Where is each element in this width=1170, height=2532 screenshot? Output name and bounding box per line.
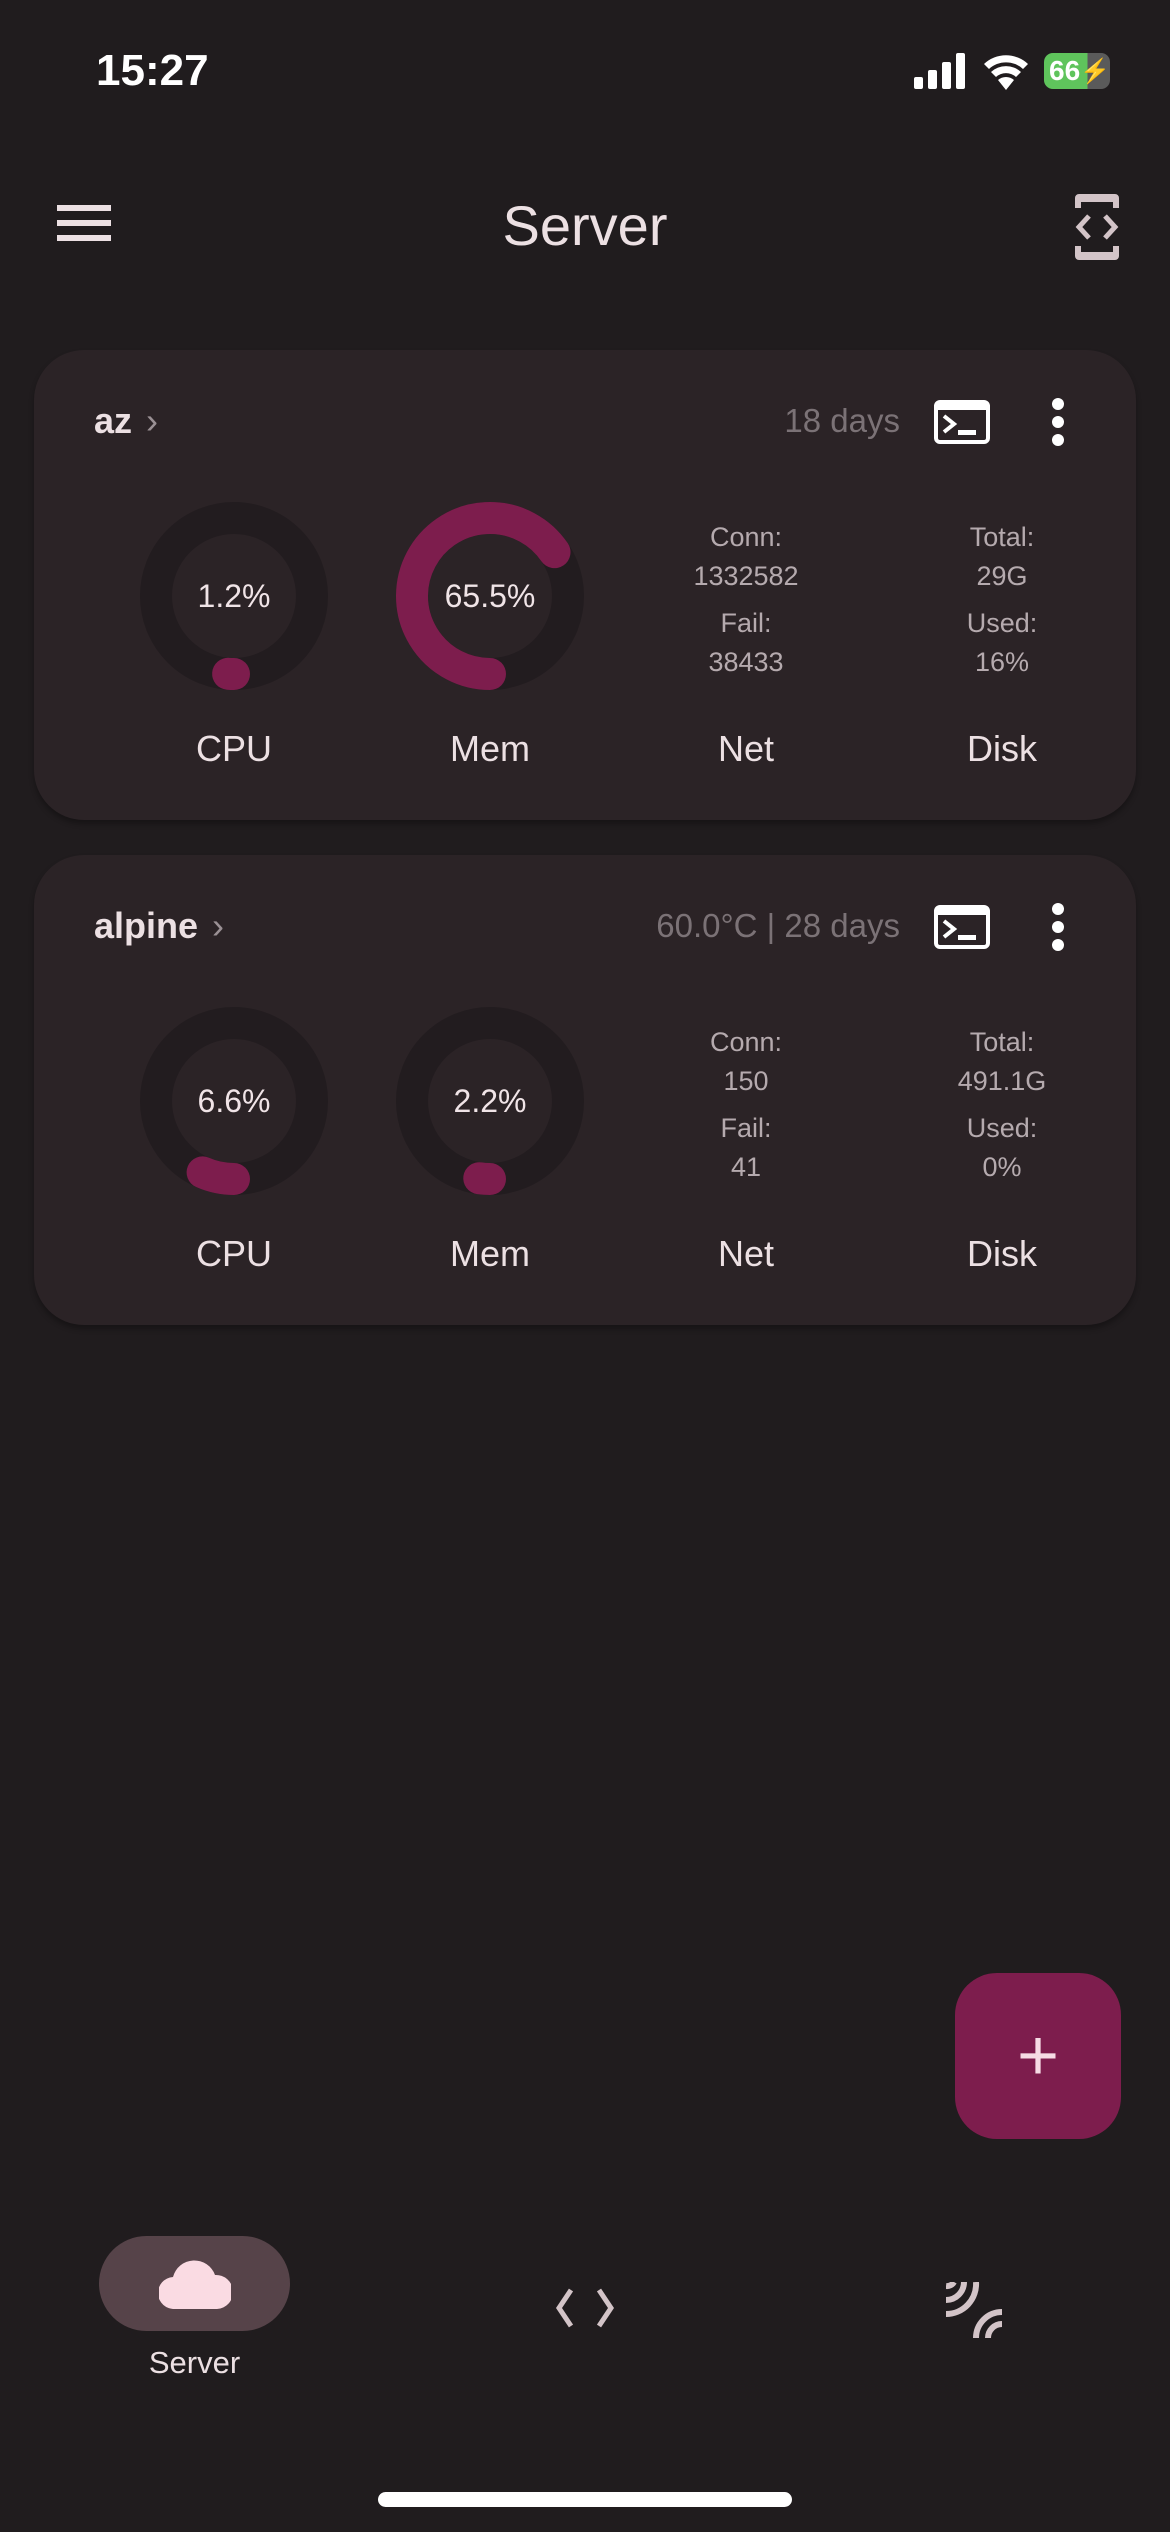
server-name: alpine (94, 905, 199, 946)
nav-label-server: Server (148, 2345, 241, 2380)
server-meta: 60.0°C | 28 days (656, 907, 900, 944)
terminal-icon[interactable] (934, 400, 990, 444)
conn-label: Conn: (709, 522, 783, 552)
disk-stats: Total: 491.1G Used: 0% (902, 1023, 1102, 1187)
net-stats: Conn: 1332582 Fail: 38433 (646, 518, 846, 682)
disk-label: Disk (967, 728, 1037, 769)
gauge-arc (463, 1162, 506, 1195)
total-label: Total: (969, 1027, 1035, 1057)
net-stats: Conn: 150 Fail: 41 (646, 1023, 846, 1187)
fail-label: Fail: (720, 608, 772, 638)
disk-label: Disk (967, 1233, 1037, 1274)
page-title: Server (502, 194, 668, 257)
cpu-gauge: 6.6% (134, 1001, 334, 1201)
cpu-label: CPU (195, 728, 272, 769)
mem-label: Mem (450, 728, 530, 769)
server-card[interactable]: alpine › 60.0°C | 28 days 6.6% 2.2% Conn: 1… (34, 855, 1136, 1325)
fail-value: 41 (730, 1152, 762, 1182)
mem-percent: 2.2% (453, 1082, 527, 1119)
server-card[interactable]: az › 18 days 1.2% 65.5% Conn: 1332582 Fail: 3… (34, 350, 1136, 820)
disk-stats: Total: 29G Used: 16% (902, 518, 1102, 682)
total-label: Total: (969, 522, 1035, 552)
net-label: Net (717, 728, 775, 769)
cpu-gauge: 1.2% (134, 496, 334, 696)
chevron-right-icon: › (212, 905, 225, 946)
plus-icon: + (1016, 2016, 1060, 2096)
code-icon[interactable] (555, 2288, 615, 2328)
mem-gauge: 65.5% (390, 496, 590, 696)
add-server-button[interactable]: + (955, 1973, 1121, 2139)
server-name: az (94, 400, 133, 441)
battery-indicator: 66 ⚡ (1044, 53, 1110, 89)
server-name-link[interactable]: az › (94, 400, 158, 442)
code-device-icon[interactable] (1075, 194, 1119, 260)
more-vert-icon[interactable] (1050, 903, 1066, 951)
total-value: 491.1G (957, 1066, 1047, 1096)
more-vert-icon[interactable] (1050, 398, 1066, 446)
server-name-link[interactable]: alpine › (94, 905, 224, 947)
signal-icon (914, 53, 965, 89)
ssh-signal-icon[interactable] (946, 2282, 1002, 2338)
gauge-arc (186, 1156, 250, 1195)
mem-percent: 65.5% (444, 577, 536, 614)
used-value: 0% (982, 1152, 1022, 1182)
fail-value: 38433 (708, 647, 784, 677)
hamburger-icon[interactable] (57, 205, 111, 241)
cpu-percent: 1.2% (197, 577, 271, 614)
server-meta: 18 days (784, 402, 900, 439)
terminal-icon[interactable] (934, 905, 990, 949)
used-label: Used: (966, 608, 1038, 638)
mem-label: Mem (450, 1233, 530, 1274)
conn-value: 1332582 (693, 561, 799, 591)
fail-label: Fail: (720, 1113, 772, 1143)
status-time: 15:27 (96, 46, 209, 95)
mem-gauge: 2.2% (390, 1001, 590, 1201)
nav-item-server[interactable] (99, 2236, 290, 2331)
cpu-label: CPU (195, 1233, 272, 1274)
chevron-right-icon: › (146, 400, 159, 441)
total-value: 29G (976, 561, 1028, 591)
status-icons: 66 ⚡ (914, 52, 1110, 90)
conn-label: Conn: (709, 1027, 783, 1057)
battery-level: 66 (1049, 55, 1081, 86)
gauge-arc (396, 502, 571, 690)
cloud-icon (158, 2259, 231, 2309)
used-label: Used: (966, 1113, 1038, 1143)
conn-value: 150 (723, 1066, 769, 1096)
wifi-icon (984, 55, 1028, 90)
cpu-percent: 6.6% (197, 1082, 271, 1119)
net-label: Net (717, 1233, 775, 1274)
home-indicator[interactable] (378, 2492, 792, 2507)
used-value: 16% (974, 647, 1030, 677)
